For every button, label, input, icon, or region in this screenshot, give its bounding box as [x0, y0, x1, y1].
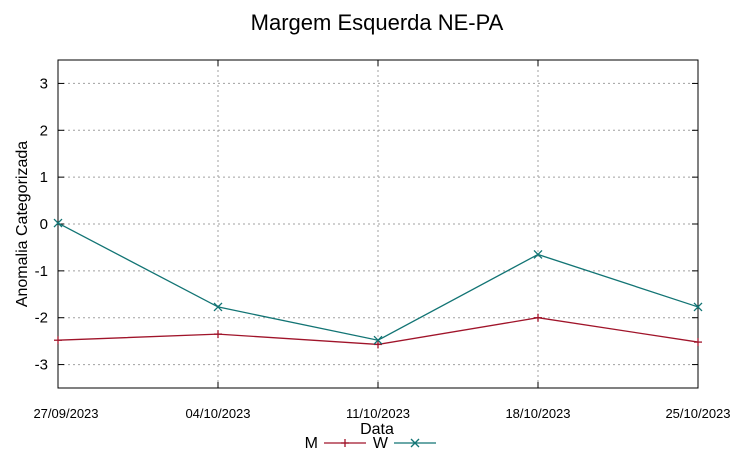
data-point-W: [213, 302, 223, 312]
y-tick-label: 0: [40, 216, 48, 233]
marker-stroke: [693, 302, 703, 312]
data-point-W: [693, 302, 703, 312]
marker-stroke: [373, 335, 383, 345]
data-point-M: [374, 340, 382, 349]
marker-stroke: [53, 218, 63, 228]
y-axis-label: Anomalia Categorizada: [14, 141, 31, 307]
y-tick-label: -1: [35, 263, 48, 280]
x-axis-label: Data: [360, 421, 394, 438]
data-point-W: [373, 335, 383, 345]
grid-lines: [57, 60, 699, 388]
marker-stroke: [213, 302, 223, 312]
data-point-W: [533, 249, 543, 259]
data-point-W: [53, 218, 63, 228]
x-axis-ticks: 27/09/2023 04/10/2023 11/10/2023 18/10/2023…: [33, 60, 731, 421]
x-tick-label: 11/10/2023: [346, 406, 410, 421]
x-tick-label: 04/10/2023: [185, 406, 250, 421]
y-axis-ticks: -3 -2 -1 0 1 2 3: [35, 75, 698, 374]
data-point-M: [534, 313, 542, 322]
y-tick-label: 2: [40, 122, 48, 139]
chart-title: Margem Esquerda NE-PA: [251, 10, 504, 35]
y-tick-label: 3: [40, 75, 48, 92]
series-lines: [53, 218, 703, 349]
x-tick-label: 27/09/2023: [33, 406, 98, 421]
data-point-M: [214, 330, 222, 339]
data-point-M: [54, 336, 62, 345]
y-tick-label: 1: [40, 169, 48, 186]
x-tick-label: 18/10/2023: [505, 406, 570, 421]
marker-stroke: [533, 249, 543, 259]
y-tick-label: -3: [35, 357, 48, 374]
x-tick-label: 25/10/2023: [665, 406, 730, 421]
data-point-M: [694, 338, 702, 347]
legend-label-W: W: [373, 435, 389, 452]
y-tick-label: -2: [35, 310, 48, 327]
legend-marker: [410, 438, 420, 448]
legend-label-M: M: [305, 435, 318, 452]
